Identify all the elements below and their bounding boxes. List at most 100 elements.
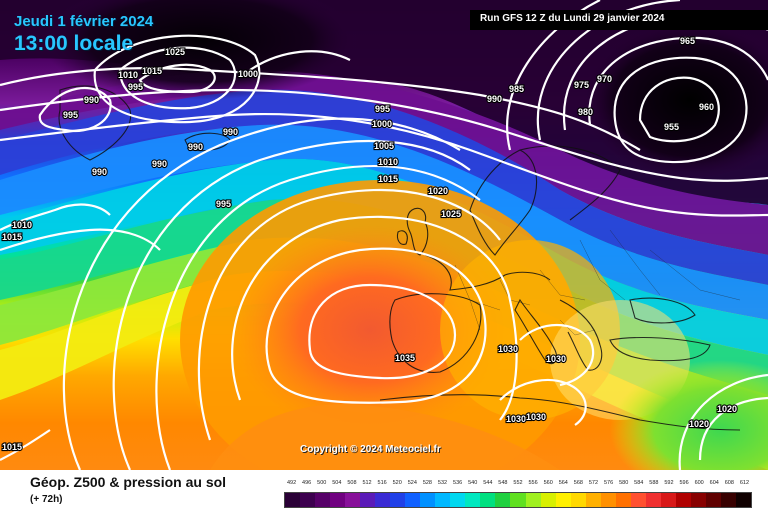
legend-value-label: 500 <box>317 480 327 486</box>
isobar-label: 1030 <box>506 414 526 424</box>
legend-color-bar <box>284 492 752 508</box>
isobar-label: 990 <box>152 159 167 169</box>
legend-value-label: 540 <box>468 480 478 486</box>
coastlines <box>58 85 741 431</box>
isobar-label: 990 <box>92 167 107 177</box>
legend-swatch <box>390 493 406 507</box>
run-label: Run GFS 12 Z du Lundi 29 janvier 2024 <box>480 13 665 24</box>
legend-value-label: 536 <box>453 480 463 486</box>
legend-value-label: 544 <box>483 480 493 486</box>
legend-swatch <box>510 493 526 507</box>
legend-swatch <box>690 493 706 507</box>
legend-swatch <box>495 493 511 507</box>
legend-swatch <box>615 493 631 507</box>
legend-swatch <box>570 493 586 507</box>
isobar-label: 1015 <box>142 66 162 76</box>
isobar-label: 1010 <box>12 220 32 230</box>
isobar-label: 1020 <box>428 186 448 196</box>
forecast-lead-time: (+ 72h) <box>30 494 63 505</box>
legend-value-label: 576 <box>603 480 614 486</box>
legend-value-label: 556 <box>528 480 538 486</box>
legend-value-label: 568 <box>573 480 583 486</box>
legend-swatch <box>555 493 571 507</box>
isobar-label: 990 <box>188 142 203 152</box>
geopotential-pressure-map: 1025 1000 1010 1015 995 990 995 990 990 … <box>0 0 768 470</box>
legend-swatch <box>450 493 466 507</box>
isobar-label: 1000 <box>372 119 392 129</box>
legend-value-label: 548 <box>498 480 508 486</box>
isobar-label: 1030 <box>546 354 566 364</box>
isobar-label: 1015 <box>2 232 22 242</box>
legend-swatch <box>660 493 676 507</box>
isobar-label: 995 <box>63 110 78 120</box>
isobar-label: 990 <box>84 95 99 105</box>
legend-value-label: 572 <box>588 480 599 486</box>
legend-swatch <box>330 493 346 507</box>
legend-value-label: 492 <box>286 480 297 486</box>
isobar-label: 985 <box>509 84 524 94</box>
legend-swatch <box>585 493 601 507</box>
legend-value-label: 588 <box>649 480 659 486</box>
legend-value-label: 524 <box>407 480 417 486</box>
isobar-label: 990 <box>487 94 502 104</box>
isobar-label: 980 <box>578 107 593 117</box>
legend-value-label: 592 <box>664 480 674 486</box>
isobar-label: 1005 <box>374 141 394 151</box>
legend-swatch <box>630 493 646 507</box>
isobar-label: 955 <box>664 122 679 132</box>
legend-value-label: 532 <box>437 480 448 486</box>
run-label-background <box>470 10 768 30</box>
legend-swatch <box>300 493 316 507</box>
legend-swatch <box>375 493 391 507</box>
legend-value-label: 600 <box>694 480 704 486</box>
isobar-label: 995 <box>216 199 231 209</box>
legend-value-label: 520 <box>392 480 402 486</box>
legend-swatch <box>600 493 616 507</box>
legend-value-label: 552 <box>513 480 523 486</box>
legend-swatch <box>405 493 421 507</box>
isobars <box>0 0 768 470</box>
legend-value-label: 564 <box>558 480 568 486</box>
legend-swatch <box>315 493 331 507</box>
legend-swatch <box>720 493 736 507</box>
legend-value-label: 504 <box>332 480 342 486</box>
isobar-label: 995 <box>375 104 390 114</box>
valid-date: Jeudi 1 février 2024 <box>14 13 154 30</box>
isobar-label: 1015 <box>378 174 398 184</box>
isobar-label: 1025 <box>441 209 461 219</box>
isobar-label: 1000 <box>238 69 258 79</box>
legend-value-label: 612 <box>739 480 750 486</box>
legend-swatch <box>480 493 496 507</box>
legend-value-label: 608 <box>724 480 734 486</box>
isobar-label: 975 <box>574 80 589 90</box>
isobar-label: 1010 <box>118 70 138 80</box>
isobar-label: 1035 <box>395 353 415 363</box>
legend-value-label: 580 <box>619 480 629 486</box>
isobar-label: 995 <box>128 82 143 92</box>
map-title: Géop. Z500 & pression au sol <box>30 474 227 490</box>
legend-swatch <box>705 493 721 507</box>
legend-swatch <box>735 493 751 507</box>
legend-swatch <box>525 493 541 507</box>
legend-value-label: 596 <box>679 480 689 486</box>
legend-value-label: 496 <box>302 480 312 486</box>
eastern-green-zone <box>610 360 768 470</box>
legend-swatch <box>345 493 361 507</box>
legend-value-label: 560 <box>543 480 553 486</box>
legend-value-label: 604 <box>709 480 719 486</box>
legend-value-label: 584 <box>634 480 644 486</box>
isobar-label: 990 <box>223 127 238 137</box>
map-footer: Géop. Z500 & pression au sol (+ 72h) 492… <box>0 470 768 512</box>
north-low-core <box>580 20 768 180</box>
legend-swatch <box>540 493 556 507</box>
isobar-label: 1030 <box>498 344 518 354</box>
isobar-labels: 1025 1000 1010 1015 995 990 995 990 990 … <box>1 35 738 453</box>
isobar-label: 1030 <box>526 412 546 422</box>
legend-value-label: 528 <box>422 480 432 486</box>
isobar-label: 1020 <box>717 404 737 414</box>
isobar-label: 1010 <box>378 157 398 167</box>
legend-swatch <box>465 493 481 507</box>
isobar-label: 1015 <box>2 442 22 452</box>
z500-color-legend: 492 496 500 504 508 512 516 520 524 528 532 536 540 5… <box>284 480 752 508</box>
